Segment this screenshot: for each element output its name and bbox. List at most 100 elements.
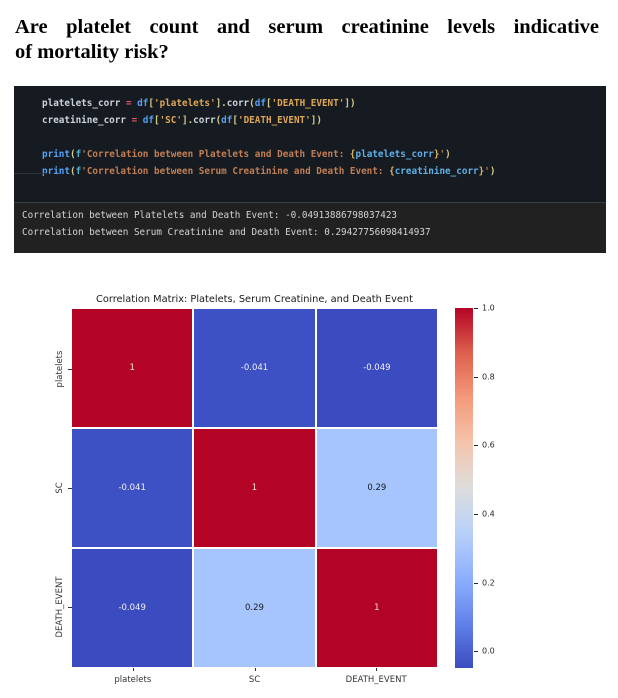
x-axis-label-sc: SC bbox=[248, 675, 261, 685]
code-token: f bbox=[75, 166, 82, 177]
colorbar bbox=[455, 308, 473, 668]
heatmap-cell-r2c2: 1 bbox=[316, 549, 437, 667]
colorbar-tick-label: 0.8 bbox=[482, 372, 495, 382]
heatmap-cell-value: -0.041 bbox=[118, 483, 146, 493]
code-cell[interactable]: platelets_corr = df['platelets'].corr(df… bbox=[14, 86, 606, 202]
code-token: { bbox=[389, 166, 395, 177]
code-token: ) bbox=[445, 149, 451, 160]
colorbar-tick-label: 0.6 bbox=[482, 440, 495, 450]
x-axis-label-death_event: DEATH_EVENT bbox=[345, 675, 407, 685]
code-token: ( bbox=[249, 98, 255, 109]
code-token: corr bbox=[226, 98, 250, 109]
colorbar-tick bbox=[473, 308, 478, 309]
code-token: df bbox=[142, 115, 154, 126]
heatmap-cell-r0c1: -0.041 bbox=[194, 309, 315, 427]
colorbar-tick-label: 1.0 bbox=[482, 303, 495, 313]
code-token: print bbox=[42, 149, 70, 160]
output-cell: Correlation between Platelets and Death … bbox=[14, 202, 606, 253]
code-token: f bbox=[75, 149, 82, 160]
code-token: 'DEATH_EVENT' bbox=[271, 98, 345, 109]
code-token: corr bbox=[193, 115, 216, 126]
heatmap-cell-value: -0.049 bbox=[118, 603, 146, 613]
heatmap-grid: 1 -0.041 -0.049 -0.041 1 0.29 -0.049 0.29 1 bbox=[72, 309, 437, 667]
heatmap-cell-r1c2: 0.29 bbox=[316, 429, 437, 547]
code-token: [ bbox=[153, 115, 160, 126]
code-token: = bbox=[120, 98, 138, 109]
code-token: ]) bbox=[310, 115, 322, 126]
code-line-3 bbox=[42, 129, 600, 146]
code-token: 'platelets' bbox=[153, 98, 216, 109]
code-token: creatinine_corr bbox=[42, 115, 126, 126]
y-axis-tick bbox=[68, 488, 72, 489]
x-axis-tick bbox=[132, 667, 134, 671]
heatmap-cell-r0c2: -0.049 bbox=[316, 309, 437, 427]
y-axis-label-sc: SC bbox=[55, 482, 65, 494]
code-token: 'SC' bbox=[159, 115, 182, 126]
code-token: 'Correlation between Platelets and Death… bbox=[81, 149, 350, 160]
y-axis-label-platelets: platelets bbox=[55, 350, 65, 388]
code-token: df bbox=[221, 115, 233, 126]
code-token: ) bbox=[489, 166, 496, 177]
x-axis-label-platelets: platelets bbox=[114, 675, 152, 685]
code-token: } bbox=[478, 166, 485, 177]
code-token: [ bbox=[148, 98, 154, 109]
heatmap-cell-r0c0: 1 bbox=[72, 309, 193, 427]
code-token: df bbox=[254, 98, 266, 109]
output-line-2: Correlation between Serum Creatinine and… bbox=[22, 227, 431, 238]
y-axis-tick bbox=[68, 368, 72, 370]
heatmap-cell-value: -0.041 bbox=[240, 363, 269, 373]
code-token: ( bbox=[70, 166, 76, 177]
code-token: [ bbox=[232, 115, 238, 126]
code-token: ]) bbox=[344, 98, 356, 109]
code-token: ]. bbox=[181, 115, 194, 126]
colorbar-tick bbox=[473, 651, 478, 653]
code-token: 'DEATH_EVENT' bbox=[237, 115, 311, 126]
code-token: creatinine_corr bbox=[394, 166, 479, 177]
code-line-1: platelets_corr = df['platelets'].corr(df… bbox=[42, 95, 600, 112]
heatmap-cell-value: -0.049 bbox=[363, 363, 391, 373]
question-heading-line1: Are platelet count and serum creatinine … bbox=[15, 16, 599, 38]
heatmap-cell-value: 0.29 bbox=[367, 483, 387, 493]
divider-line bbox=[14, 173, 47, 174]
code-token: ]. bbox=[215, 98, 227, 109]
x-axis-tick bbox=[376, 667, 378, 671]
colorbar-tick bbox=[473, 445, 478, 447]
question-heading-line2: of mortality risk? bbox=[15, 41, 169, 63]
colorbar-tick bbox=[473, 582, 478, 584]
output-line-1: Correlation between Platelets and Death … bbox=[22, 210, 398, 221]
colorbar-tick-label: 0.4 bbox=[482, 509, 495, 519]
colorbar-tick-label: 0.2 bbox=[482, 578, 495, 588]
code-token: df bbox=[137, 98, 149, 109]
heatmap-cell-value: 1 bbox=[251, 483, 258, 493]
code-token: = bbox=[125, 115, 143, 126]
heatmap-cell-r2c1: 0.29 bbox=[194, 549, 315, 667]
chart-title: Correlation Matrix: Platelets, Serum Cre… bbox=[96, 294, 413, 305]
colorbar-tick bbox=[473, 376, 478, 378]
code-line-4: print(f'Correlation between Platelets an… bbox=[42, 146, 600, 163]
code-token: { bbox=[349, 149, 356, 160]
heatmap-cell-value: 1 bbox=[129, 363, 135, 373]
code-token: ( bbox=[215, 115, 222, 126]
x-axis-tick bbox=[254, 667, 256, 671]
heatmap-cell-r1c1: 1 bbox=[194, 429, 315, 547]
code-token: ' bbox=[439, 149, 446, 160]
code-token: } bbox=[433, 149, 440, 160]
code-token: platelets_corr bbox=[355, 149, 434, 160]
code-token: [ bbox=[265, 98, 272, 109]
heatmap-cell-value: 1 bbox=[374, 603, 380, 613]
code-token: platelets_corr bbox=[42, 98, 121, 109]
code-token: 'Correlation between Serum Creatinine an… bbox=[81, 166, 390, 177]
colorbar-tick-label: 0.0 bbox=[482, 646, 495, 656]
y-axis-label-death_event: DEATH_EVENT bbox=[55, 576, 65, 638]
code-token: print bbox=[42, 166, 70, 177]
code-line-5: print(f'Correlation between Serum Creati… bbox=[42, 163, 600, 180]
code-token: ( bbox=[70, 149, 76, 160]
heatmap-cell-r1c0: -0.041 bbox=[72, 429, 193, 547]
heatmap-cell-r2c0: -0.049 bbox=[72, 549, 193, 667]
y-axis-tick bbox=[68, 607, 72, 609]
code-line-2: creatinine_corr = df['SC'].corr(df['DEAT… bbox=[42, 112, 600, 129]
colorbar-tick bbox=[473, 513, 478, 515]
question-heading: Are platelet count and serum creatinine … bbox=[15, 15, 599, 65]
heatmap-cell-value: 0.29 bbox=[245, 603, 264, 613]
code-token: ' bbox=[484, 166, 490, 177]
